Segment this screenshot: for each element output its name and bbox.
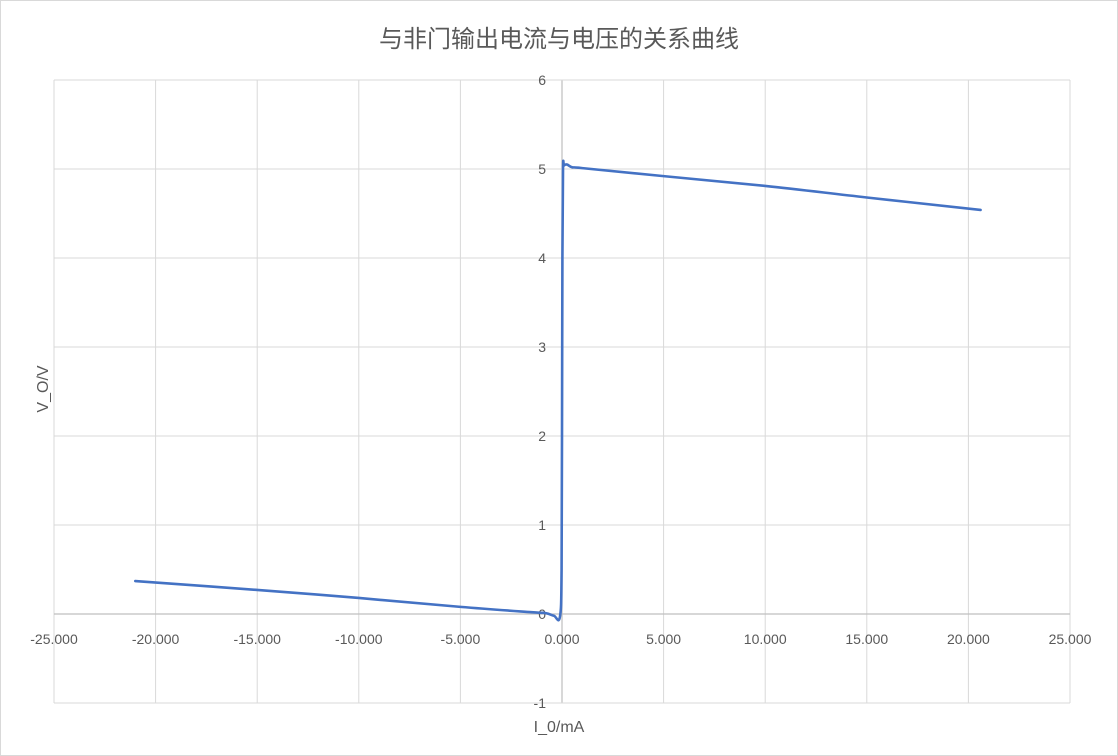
y-tick-label: 5 bbox=[538, 161, 546, 177]
x-tick-label: -20.000 bbox=[132, 631, 180, 647]
y-tick-label: 6 bbox=[538, 72, 546, 88]
x-axis-title: I_0/mA bbox=[534, 719, 585, 736]
y-tick-label: 4 bbox=[538, 250, 546, 266]
series-line-0 bbox=[133, 159, 982, 622]
chart-title: 与非门输出电流与电压的关系曲线 bbox=[379, 25, 739, 53]
series-layer bbox=[133, 159, 982, 622]
x-tick-label: -5.000 bbox=[441, 631, 481, 647]
y-axis-title: V_O/V bbox=[35, 365, 52, 412]
x-tick-label: 5.000 bbox=[646, 631, 681, 647]
x-tick-label: 20.000 bbox=[947, 631, 990, 647]
y-tick-label: 2 bbox=[538, 428, 546, 444]
x-tick-label: 0.000 bbox=[544, 631, 579, 647]
x-tick-label: -10.000 bbox=[335, 631, 383, 647]
x-tick-label: 15.000 bbox=[845, 631, 888, 647]
y-tick-label: -1 bbox=[534, 695, 547, 711]
x-tick-label: -15.000 bbox=[233, 631, 281, 647]
x-tick-label: -25.000 bbox=[30, 631, 78, 647]
x-tick-label: 10.000 bbox=[744, 631, 787, 647]
y-tick-label: 1 bbox=[538, 517, 546, 533]
x-tick-label: 25.000 bbox=[1049, 631, 1092, 647]
y-tick-label: 3 bbox=[538, 339, 546, 355]
x-tick-labels: -25.000 -20.000 -15.000 -10.000 -5.000 0.000 5… bbox=[30, 631, 1091, 647]
